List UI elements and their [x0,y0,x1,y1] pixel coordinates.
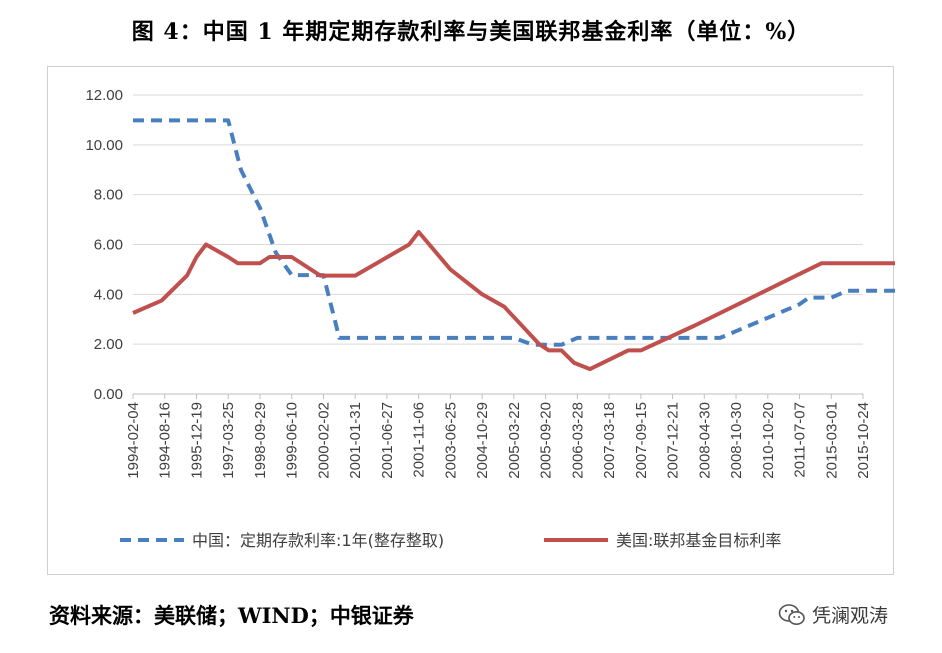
x-tick-label: 1994-08-16 [157,402,174,479]
y-tick-label: 12.00 [85,87,123,104]
legend-label-china: 中国：定期存款利率:1年(整存整取) [192,531,444,550]
y-tick-label: 10.00 [85,137,123,154]
x-tick-label: 2006-03-28 [569,402,586,479]
x-tick-label: 2010-10-20 [760,402,777,479]
x-tick-label: 2001-01-31 [347,402,364,479]
watermark: 凭澜观涛 [778,601,888,628]
y-tick-label: 8.00 [94,187,123,204]
watermark-text: 凭澜观涛 [812,605,889,627]
y-tick-label: 2.00 [94,336,123,353]
x-tick-label: 2001-11-06 [411,402,428,478]
x-tick-label: 2007-03-18 [601,402,618,479]
x-tick-label: 2004-10-29 [474,402,491,479]
legend-label-us: 美国:联邦基金目标利率 [616,531,781,550]
x-tick-label: 2003-06-25 [442,402,459,479]
x-tick-label: 2005-03-22 [506,402,523,479]
x-tick-label: 2015-03-01 [823,402,840,479]
chart-title: 图 4：中国 1 年期定期存款利率与美国联邦基金利率（单位：%） [131,19,811,45]
x-tick-label: 1995-12-19 [188,402,205,479]
x-tick-label: 2005-09-20 [538,402,555,479]
y-tick-label: 0.00 [94,386,123,403]
x-tick-label: 1999-06-10 [284,402,301,479]
x-tick-label: 2011-07-07 [792,402,809,478]
x-tick-label: 2007-12-21 [665,402,682,479]
chart-area: 0.00 2.00 4.00 6.00 8.00 10.00 12.00 1994-02-04… [47,66,895,575]
series-line-us [132,230,895,372]
x-tick-label: 2001-06-27 [379,402,396,479]
x-tick-label: 2008-10-30 [728,402,745,479]
x-tick-label: 2015-10-24 [855,402,872,479]
x-tick-label: 2008-04-30 [696,402,713,479]
x-tick-label: 1998-09-29 [252,402,269,479]
x-tick-label: 1994-02-04 [125,402,142,479]
wechat-icon [778,603,805,625]
line-chart: 0.00 2.00 4.00 6.00 8.00 10.00 12.00 1994-02-04… [85,87,895,550]
x-tick-label: 2007-09-15 [633,402,650,479]
source-note: 资料来源：美联储；WIND；中银证券 [49,603,414,628]
y-tick-label: 6.00 [94,237,123,254]
series-line-china [133,118,895,347]
y-tick-label: 4.00 [94,286,123,303]
x-tick-label: 2000-02-02 [315,402,332,479]
x-tick-label: 1997-03-25 [220,402,237,479]
